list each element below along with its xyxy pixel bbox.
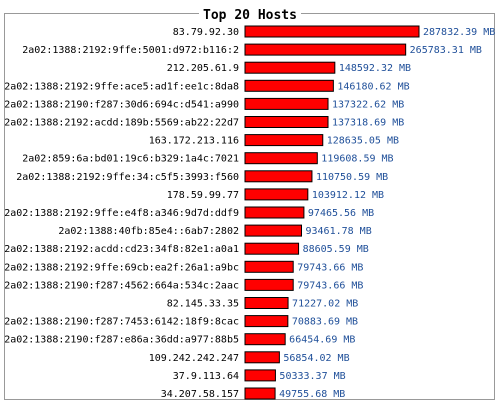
- host-bar: [244, 351, 280, 364]
- host-label: 2a02:1388:2192:acdd:189b:5569:ab22:22d7: [4, 118, 239, 129]
- host-bar: [244, 242, 300, 255]
- value-label: 56854.02 MB: [283, 353, 349, 364]
- value-label: 71227.02 MB: [292, 299, 358, 310]
- value-label: 128635.05 MB: [327, 136, 399, 147]
- value-label: 50333.37 MB: [279, 371, 345, 382]
- value-label: 93461.78 MB: [305, 226, 371, 237]
- value-label: 146180.62 MB: [337, 81, 409, 92]
- value-label: 287832.39 MB: [423, 27, 495, 38]
- host-bar: [244, 333, 286, 346]
- value-label: 265783.31 MB: [410, 45, 482, 56]
- value-label: 49755.68 MB: [279, 389, 345, 400]
- host-label: 178.59.99.77: [167, 190, 239, 201]
- host-bar: [244, 206, 305, 219]
- host-bar: [244, 369, 276, 382]
- host-bar: [244, 25, 420, 38]
- host-bar: [244, 387, 276, 400]
- value-label: 88605.59 MB: [303, 244, 369, 255]
- host-label: 2a02:1388:2190:f287:4562:664a:534c:2aac: [4, 280, 239, 291]
- host-bar: [244, 152, 318, 165]
- host-label: 82.145.33.35: [167, 299, 239, 310]
- host-label: 2a02:1388:2192:9ffe:ace5:ad1f:ee1c:8da8: [4, 81, 239, 92]
- host-bar: [244, 43, 407, 56]
- value-label: 103912.12 MB: [312, 190, 384, 201]
- host-label: 2a02:1388:2192:acdd:cd23:34f8:82e1:a0a1: [4, 244, 239, 255]
- host-bar: [244, 188, 309, 201]
- host-bar: [244, 170, 313, 183]
- host-bar: [244, 315, 289, 328]
- host-label: 163.172.213.116: [149, 136, 239, 147]
- host-bar: [244, 79, 334, 92]
- host-label: 2a02:1388:2192:9ffe:e4f8:a346:9d7d:ddf9: [4, 208, 239, 219]
- host-bar: [244, 61, 336, 74]
- value-label: 97465.56 MB: [308, 208, 374, 219]
- host-label: 109.242.242.247: [149, 353, 239, 364]
- host-bar: [244, 116, 329, 128]
- host-label: 2a02:1388:2190:f287:e86a:36dd:a977:88b5: [4, 335, 239, 346]
- value-label: 148592.32 MB: [339, 63, 411, 74]
- host-label: 2a02:1388:2192:9ffe:34:c5f5:3993:f560: [16, 172, 239, 183]
- value-label: 137318.69 MB: [332, 118, 404, 129]
- host-label: 37.9.113.64: [173, 371, 239, 382]
- host-label: 2a02:1388:2190:f287:30d6:694c:d541:a990: [4, 99, 239, 110]
- host-bar: [244, 224, 302, 237]
- host-label: 34.207.58.157: [161, 389, 239, 400]
- value-label: 110750.59 MB: [316, 172, 388, 183]
- value-label: 79743.66 MB: [297, 262, 363, 273]
- value-label: 79743.66 MB: [297, 280, 363, 291]
- value-label: 70883.69 MB: [292, 317, 358, 328]
- host-label: 2a02:1388:2190:f287:7453:6142:18f9:8cac: [4, 317, 239, 328]
- host-bar: [244, 260, 294, 273]
- chart-title: Top 20 Hosts: [199, 8, 301, 23]
- host-label: 212.205.61.9: [167, 63, 239, 74]
- host-label: 2a02:859:6a:bd01:19c6:b329:1a4c:7021: [22, 154, 239, 165]
- value-label: 66454.69 MB: [289, 335, 355, 346]
- host-label: 83.79.92.30: [173, 27, 239, 38]
- value-label: 137322.62 MB: [332, 99, 404, 110]
- host-bar: [244, 97, 329, 110]
- value-label: 119608.59 MB: [321, 154, 393, 165]
- host-bar: [244, 278, 294, 291]
- host-label: 2a02:1388:40fb:85e4::6ab7:2802: [58, 226, 239, 237]
- host-bar: [244, 134, 324, 147]
- host-label: 2a02:1388:2192:9ffe:5001:d972:b116:2: [22, 45, 239, 56]
- host-bar: [244, 297, 289, 309]
- host-label: 2a02:1388:2192:9ffe:69cb:ea2f:26a1:a9bc: [4, 262, 239, 273]
- chart-title-wrap: Top 20 Hosts: [0, 4, 500, 23]
